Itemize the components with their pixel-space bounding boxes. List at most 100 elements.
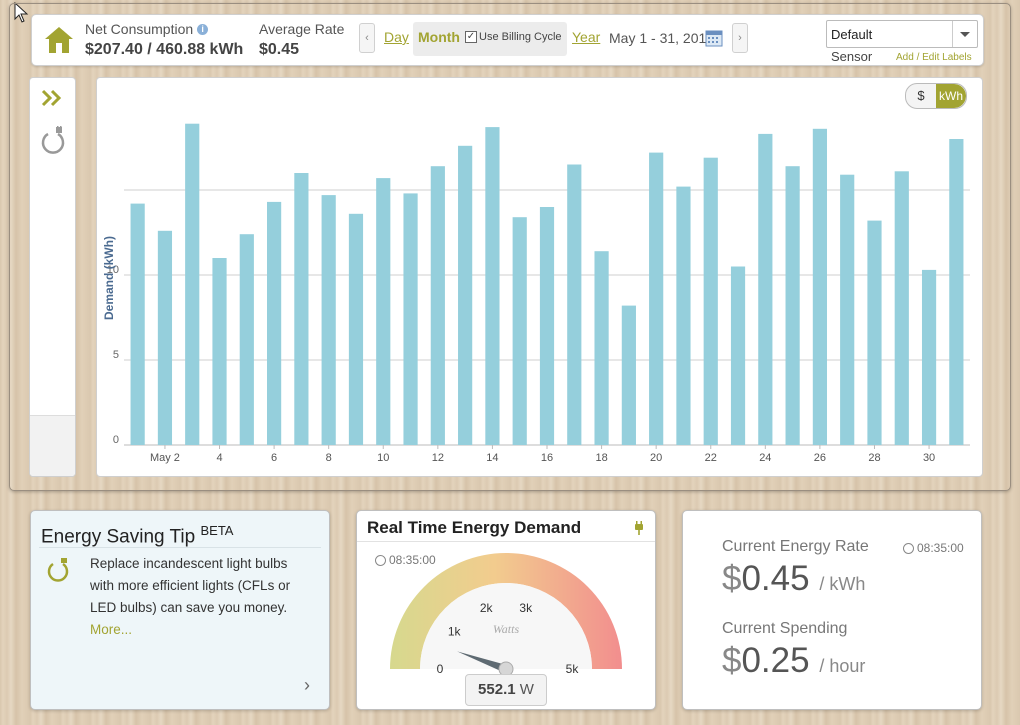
demand-readout: 552.1 W (465, 674, 547, 706)
x-tick-label: 24 (759, 452, 771, 464)
add-edit-labels-link[interactable]: Add / Edit Labels (896, 52, 972, 63)
demand-chart-panel: 0 5 10 Demand (kWh) May 2 4 6 8 10 12 14 16 18 20 22 24… (96, 77, 983, 477)
chevron-right-icon[interactable]: › (304, 675, 310, 695)
x-tick-label: 18 (595, 452, 607, 464)
chart-bar[interactable] (212, 258, 227, 445)
sensor-select-value: Default (831, 27, 873, 42)
chart-bar[interactable] (267, 201, 282, 445)
x-tick-label: 4 (216, 452, 222, 464)
rate-time: 08:35:00 (903, 541, 964, 555)
x-tick-label: May 2 (150, 452, 180, 464)
chevron-down-icon (952, 21, 977, 47)
refresh-plug-icon[interactable] (39, 126, 67, 156)
x-tick-label: 30 (923, 452, 935, 464)
gauge-needle (457, 651, 508, 673)
prev-period-button[interactable]: ‹ (359, 23, 375, 53)
gauge-tick-label: 0 (437, 662, 444, 676)
chart-bar[interactable] (676, 186, 691, 445)
chart-bar[interactable] (485, 127, 500, 445)
date-range: May 1 - 31, 2013 (609, 30, 715, 46)
energy-rate-value: $0.45 / kWh (722, 559, 866, 598)
tab-year[interactable]: Year (572, 29, 601, 45)
chart-bar[interactable] (649, 152, 664, 445)
billing-cycle-checkbox[interactable]: ✓ (465, 31, 477, 43)
info-icon[interactable]: i (197, 24, 209, 35)
main-panel (9, 3, 1011, 491)
tip-more-link[interactable]: More... (90, 622, 133, 637)
chart-bar[interactable] (376, 178, 391, 445)
x-tick-label: 20 (650, 452, 662, 464)
toggle-dollar[interactable]: $ (917, 88, 925, 103)
average-rate-value: $0.45 (259, 41, 300, 58)
gauge-face (420, 583, 592, 669)
tip-title: Energy Saving Tip BETA (41, 523, 234, 548)
chart-bar[interactable] (157, 230, 173, 445)
double-chevron-right-icon[interactable] (41, 88, 63, 108)
divider (39, 547, 321, 548)
chart-bar[interactable] (348, 213, 364, 445)
chart-bar[interactable] (458, 145, 473, 446)
current-rate-card: 08:35:00 Current Energy Rate $0.45 / kWh… (682, 510, 982, 710)
chart-bar[interactable] (594, 251, 609, 445)
sensor-select[interactable]: Default (826, 20, 978, 48)
use-billing-cycle[interactable]: ✓ Use Billing Cycle (465, 31, 562, 43)
chart-bar[interactable] (567, 164, 582, 446)
demand-title: Real Time Energy Demand (367, 518, 582, 537)
chart-bar[interactable] (730, 266, 746, 446)
chart-bar[interactable] (921, 269, 937, 445)
y-tick-label: 10 (107, 264, 119, 276)
chart-bar[interactable] (512, 217, 527, 445)
home-icon[interactable] (44, 25, 74, 55)
x-tick-label: 16 (541, 452, 553, 464)
chart-bar[interactable] (949, 139, 964, 445)
clock-icon (375, 554, 386, 566)
chart-bar[interactable] (239, 234, 254, 445)
chart-bar[interactable] (867, 220, 882, 445)
chart-bar[interactable] (321, 195, 336, 445)
average-rate-label: Average Rate (259, 21, 345, 37)
calendar-icon[interactable] (705, 29, 723, 47)
chart-bar[interactable] (840, 174, 855, 445)
x-tick-label: 28 (868, 452, 880, 464)
spending-value: $0.25 / hour (722, 641, 866, 680)
chart-bar[interactable] (185, 123, 200, 445)
chart-bar[interactable] (130, 203, 145, 445)
tab-month[interactable]: Month ✓ Use Billing Cycle (413, 22, 567, 56)
x-tick-label: 12 (432, 452, 444, 464)
unit-toggle[interactable]: $ kWh (905, 83, 967, 109)
billing-cycle-label: Use Billing Cycle (479, 31, 562, 43)
chart-bar[interactable] (621, 305, 636, 445)
chart-bar[interactable] (894, 171, 909, 446)
net-consumption-label: Net Consumption i (85, 21, 209, 37)
chart-bar[interactable] (539, 207, 555, 445)
chevron-left-icon: ‹ (365, 32, 369, 44)
gauge-arc (390, 553, 622, 669)
real-time-demand-card: Real Time Energy Demand 08:35:00 0 1k 2k 3k… (356, 510, 656, 710)
y-tick-label: 5 (113, 349, 119, 361)
divider (357, 541, 655, 542)
toggle-kwh[interactable]: kWh (936, 84, 966, 108)
mouse-cursor-icon (14, 2, 29, 23)
beta-badge: BETA (200, 523, 234, 538)
chevron-right-icon: › (738, 32, 742, 44)
x-tick-label: 22 (705, 452, 717, 464)
tab-day[interactable]: Day (384, 29, 409, 45)
chart-bar[interactable] (703, 157, 718, 445)
demand-time: 08:35:00 (375, 553, 436, 567)
top-bar: Net Consumption i $207.40 / 460.88 kWh Av… (31, 14, 984, 66)
sidebar (29, 77, 76, 477)
tab-month-label: Month (418, 29, 460, 45)
x-tick-label: 26 (814, 452, 826, 464)
chart-bar[interactable] (430, 166, 445, 445)
next-period-button[interactable]: › (732, 23, 748, 53)
chart-bar[interactable] (812, 128, 827, 446)
gauge-unit-label: Watts (493, 622, 520, 636)
chart-bar[interactable] (294, 173, 309, 445)
chart-bar[interactable] (403, 193, 418, 445)
energy-rate-label: Current Energy Rate (722, 538, 869, 555)
chart-bar[interactable] (758, 133, 773, 445)
chart-bar[interactable] (785, 166, 800, 445)
refresh-plug-icon (47, 558, 69, 582)
demand-unit: W (519, 681, 534, 698)
